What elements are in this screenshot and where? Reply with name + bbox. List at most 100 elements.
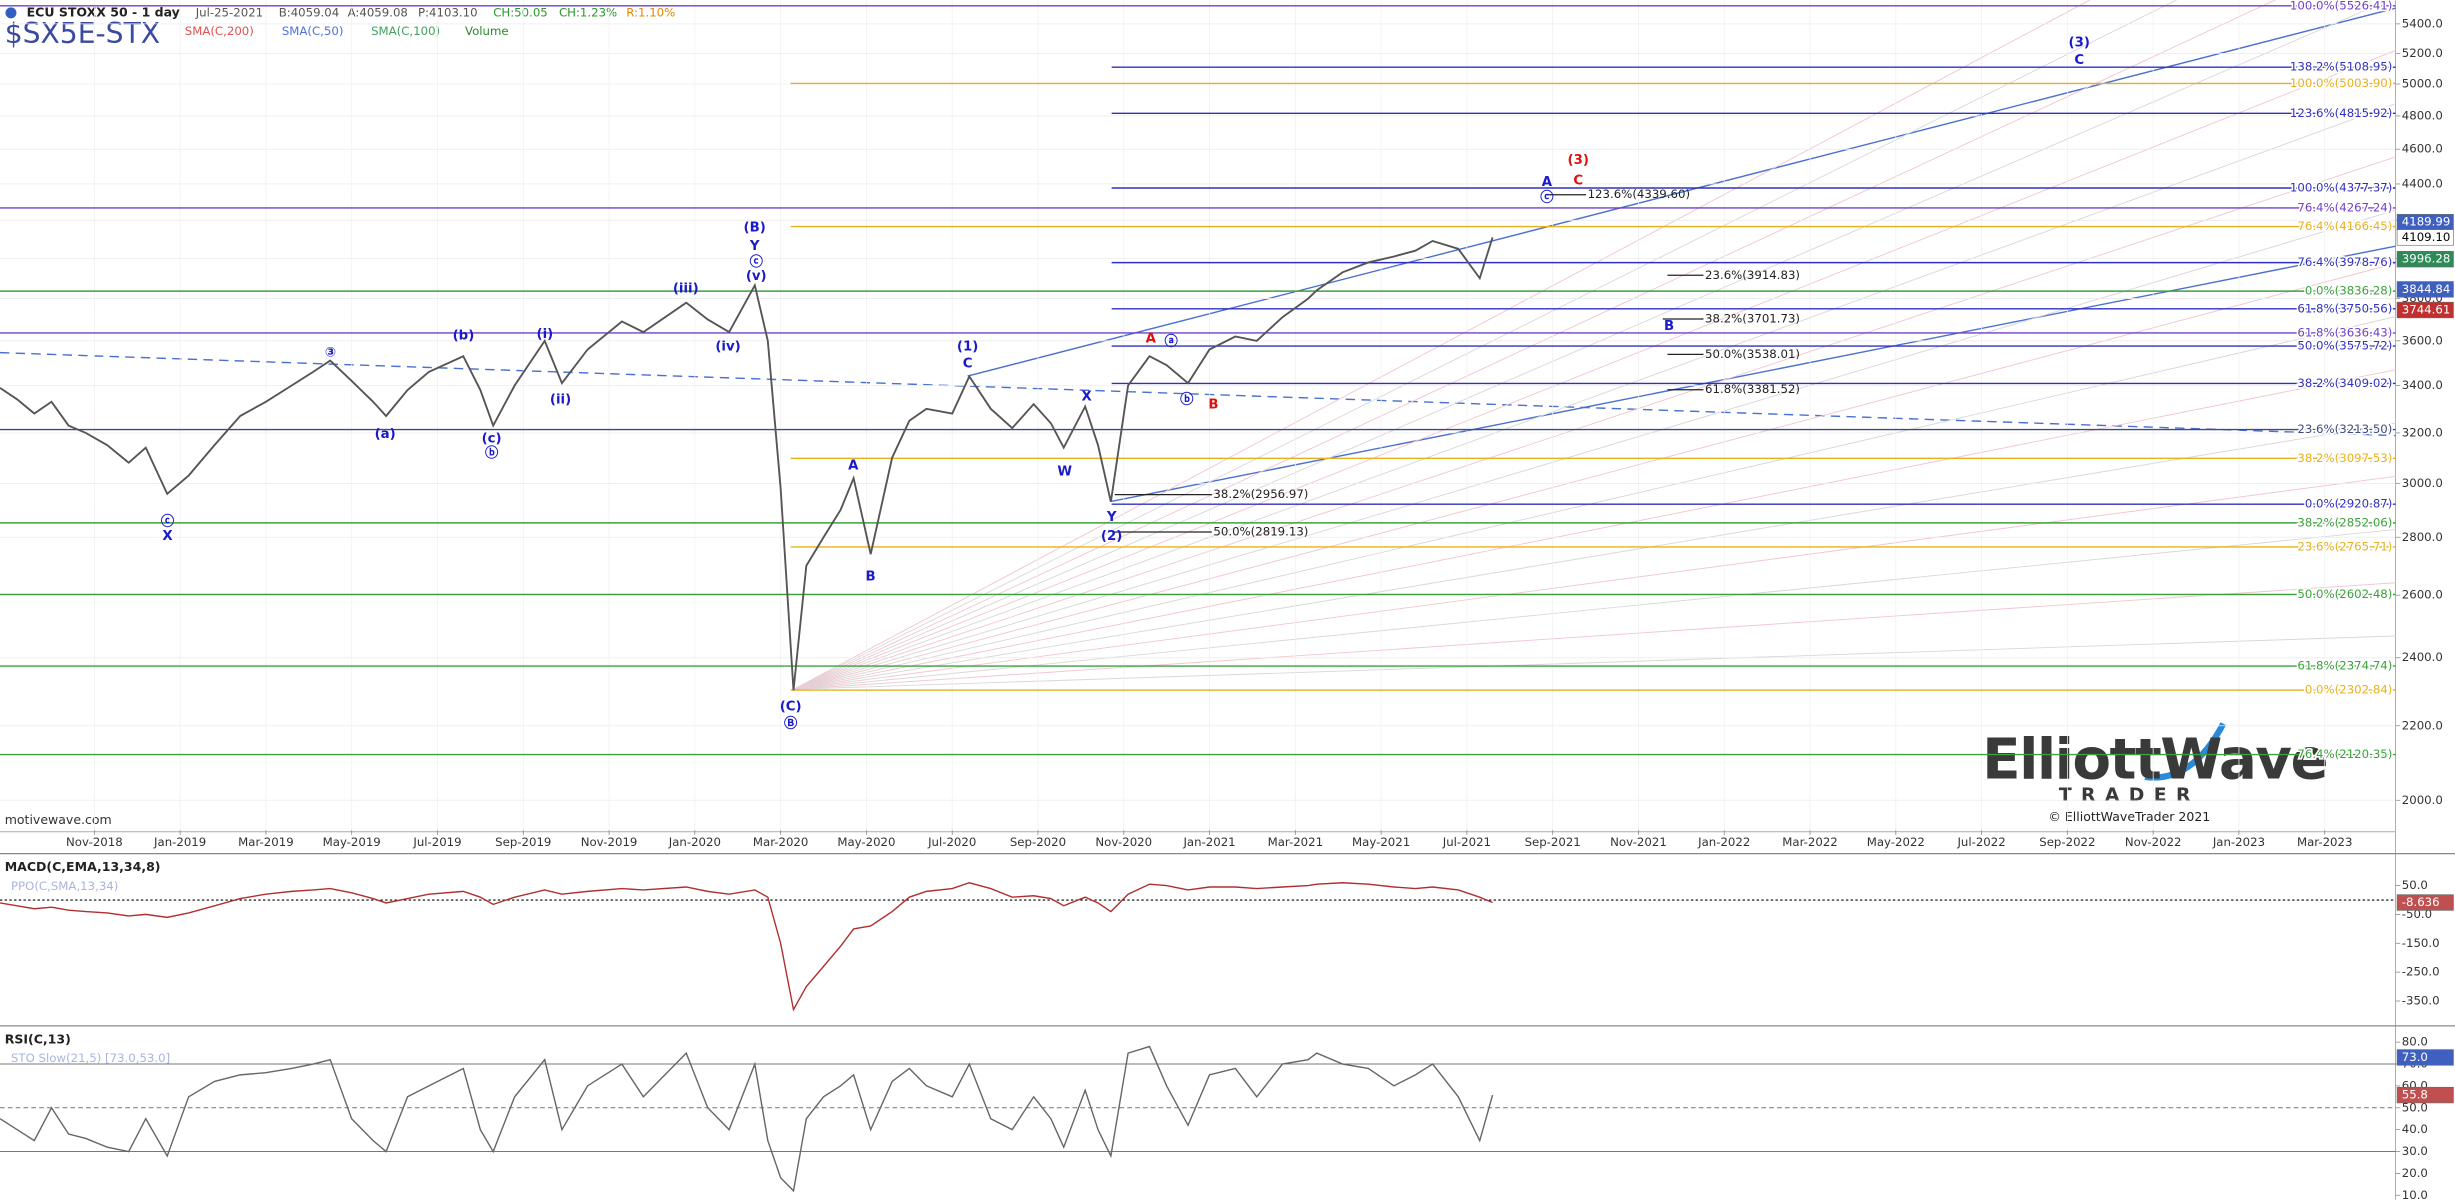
panel: 80.070.060.050.040.030.020.010.0RSI(C,13… <box>0 1031 2454 1202</box>
wave-label: W <box>1057 465 1072 480</box>
price-badge-label: 4189.99 <box>2402 215 2451 229</box>
x-tick-label: Nov-2020 <box>1095 835 1152 849</box>
x-tick-label: Sep-2022 <box>2039 835 2095 849</box>
fan-line <box>793 422 2396 690</box>
y-tick-label: 5200.0 <box>2402 46 2443 60</box>
wave-label: X <box>162 529 172 544</box>
fib-label: 23.6%(2765.71) <box>2297 539 2392 553</box>
fib-label: 61.8%(2374.74) <box>2297 659 2392 673</box>
y-tick-label: 2400.0 <box>2402 650 2443 664</box>
symbol-icon <box>5 7 17 19</box>
study-legend[interactable]: SMA(C,200) <box>185 24 254 38</box>
y-tick-label: 4600.0 <box>2402 142 2443 156</box>
price-badge-label: 55.8 <box>2402 1088 2428 1102</box>
wave-label: Y <box>1106 510 1117 525</box>
fan-line <box>793 582 2396 690</box>
x-tick-label: Mar-2021 <box>1268 835 1323 849</box>
y-tick-label: 30.0 <box>2402 1144 2428 1158</box>
y-tick-label: 3200.0 <box>2402 425 2443 439</box>
price-badge-label: 3996.28 <box>2402 252 2451 266</box>
wave-label: C <box>963 357 973 372</box>
study-legend[interactable]: SMA(C,100) <box>371 24 440 38</box>
x-tick-label: May-2019 <box>323 835 381 849</box>
study-legend[interactable]: SMA(C,50) <box>282 24 344 38</box>
wave-label: (1) <box>957 339 978 354</box>
y-tick-label: 3600.0 <box>2402 333 2443 347</box>
price-badge <box>2396 1049 2454 1066</box>
wave-label: ⓐ <box>1164 333 1178 350</box>
wave-label: Y <box>749 239 760 254</box>
y-tick-label: 2600.0 <box>2402 588 2443 602</box>
series-line <box>0 1045 1494 1193</box>
mid-level-label: 38.2%(2956.97) <box>1213 487 1308 501</box>
wave-label: ⓑ <box>1180 391 1194 408</box>
fib-label: 0.0%(3836.28) <box>2305 284 2393 298</box>
x-tick-label: Jul-2020 <box>927 835 976 849</box>
logo-sub: TRADER <box>2059 785 2200 806</box>
y-tick-label: -250.0 <box>2402 965 2440 979</box>
fib-label: 100.0%(4377.37) <box>2290 180 2392 194</box>
wave-label: (ii) <box>550 393 571 408</box>
wave-label: C <box>1573 173 1583 188</box>
panel-subtitle: STO Slow(21,5) [73.0,53.0] <box>11 1051 170 1065</box>
fib-label: 100.0%(5526.41) <box>2290 0 2392 12</box>
header-bid: B:4059.04 <box>279 5 340 19</box>
price-badge-label: 4109.10 <box>2402 230 2451 244</box>
mid-level-label: 50.0%(3538.01) <box>1705 347 1800 361</box>
wave-label: B <box>1208 397 1218 412</box>
fan-line <box>793 209 2396 690</box>
logo-swoosh <box>2144 722 2227 781</box>
y-tick-label: -150.0 <box>2402 936 2440 950</box>
fan-line <box>793 369 2396 690</box>
fan-line <box>793 475 2396 690</box>
price-badge-label: 73.0 <box>2402 1050 2428 1064</box>
fib-label: 123.6%(4815.92) <box>2290 106 2392 120</box>
fib-label: 38.2%(2852.06) <box>2297 515 2392 529</box>
price-badge-label: 3744.61 <box>2402 303 2451 317</box>
header-range: R:1.10% <box>626 5 675 19</box>
wave-label: A <box>1146 332 1157 347</box>
price-badge-label: 3844.84 <box>2402 282 2451 296</box>
x-tick-label: Jul-2022 <box>1956 835 2005 849</box>
x-tick-label: Jan-2021 <box>1182 835 1235 849</box>
header-ask: A:4059.08 <box>348 5 408 19</box>
wave-label: (i) <box>537 327 554 342</box>
wave-label: ⓒ <box>1540 189 1554 206</box>
panel: 50.0-50.0-150.0-250.0-350.0MACD(C,EMA,13… <box>0 859 2454 1012</box>
price-badge <box>2396 894 2454 911</box>
wave-label: ⓒ <box>161 513 175 530</box>
x-tick-label: Mar-2019 <box>238 835 294 849</box>
fan-line <box>793 316 2396 690</box>
series-line <box>0 882 1493 1012</box>
y-tick-label: 50.0 <box>2402 1100 2428 1114</box>
x-tick-label: Jan-2022 <box>1697 835 1750 849</box>
y-tick-label: -350.0 <box>2402 993 2440 1007</box>
study-legend[interactable]: Volume <box>465 24 509 38</box>
y-tick-label: 2800.0 <box>2402 530 2443 544</box>
wave-label: ③ <box>325 346 336 361</box>
wave-label: (C) <box>780 699 802 714</box>
wave-label: (2) <box>1101 529 1122 544</box>
mid-level-label: 123.6%(4339.60) <box>1588 187 1690 201</box>
wave-label: B <box>1664 319 1674 334</box>
wave-label: (a) <box>375 427 396 442</box>
wave-label: X <box>1081 389 1091 404</box>
fan-line <box>793 529 2396 690</box>
fib-label: 61.8%(3636.43) <box>2297 325 2392 339</box>
x-tick-label: Jan-2019 <box>153 835 206 849</box>
fib-label: 38.2%(3409.02) <box>2297 376 2392 390</box>
x-tick-label: Nov-2019 <box>581 835 638 849</box>
trend-line <box>0 351 2396 437</box>
x-tick-label: Sep-2019 <box>495 835 551 849</box>
y-tick-label: 80.0 <box>2402 1035 2428 1049</box>
wave-label: (v) <box>746 269 767 284</box>
symbol: $SX5E-STX <box>5 17 160 50</box>
x-tick-label: Mar-2022 <box>1782 835 1838 849</box>
fib-label: 76.4%(2120.35) <box>2297 747 2392 761</box>
logo-copyright: © ElliottWaveTrader 2021 <box>2048 809 2210 824</box>
y-tick-label: 5400.0 <box>2402 16 2443 30</box>
x-tick-label: Sep-2020 <box>1010 835 1066 849</box>
fib-label: 76.4%(4267.24) <box>2297 200 2392 214</box>
panel-subtitle: PPO(C,SMA,13,34) <box>11 879 118 893</box>
series-line <box>0 237 1494 691</box>
